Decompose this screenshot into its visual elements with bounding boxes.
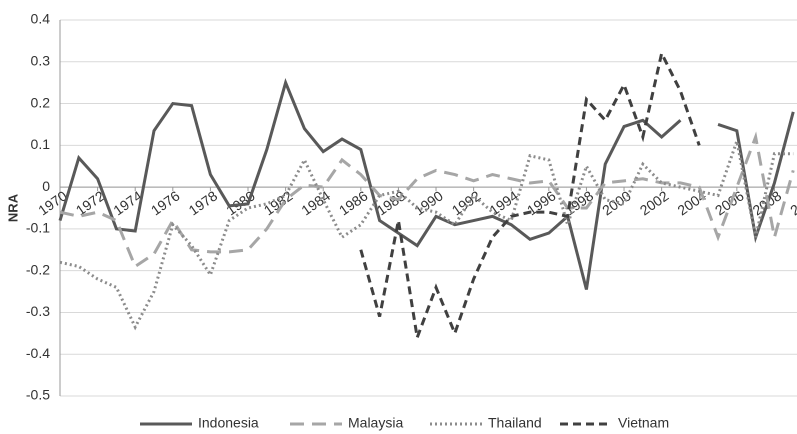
series-line	[59, 135, 794, 331]
x-tick-label: 2002	[637, 187, 672, 218]
series-line	[359, 48, 701, 344]
y-tick-label: 0.1	[31, 136, 51, 152]
legend-label: Thailand	[488, 415, 542, 431]
series-line	[58, 78, 795, 290]
y-tick-label: 0.2	[31, 94, 51, 110]
legend-label: Vietnam	[618, 415, 669, 431]
x-tick-label: 2010	[787, 187, 797, 218]
y-tick-label: -0.1	[26, 220, 50, 236]
y-tick-label: 0	[42, 178, 50, 194]
y-tick-label: 0.3	[31, 52, 51, 68]
legend-label: Indonesia	[198, 415, 259, 431]
x-tick-label: 1976	[148, 187, 183, 218]
y-tick-label: -0.5	[26, 387, 50, 403]
y-tick-label: 0.4	[31, 11, 51, 27]
y-tick-label: -0.3	[26, 303, 50, 319]
x-tick-label: 1978	[186, 187, 221, 218]
y-tick-label: -0.4	[26, 345, 50, 361]
x-tick-label: 1986	[336, 187, 371, 218]
y-tick-label: -0.2	[26, 261, 50, 277]
x-tick-label: 1992	[449, 187, 484, 218]
x-tick-label: 1984	[298, 187, 333, 218]
x-tick-label: 2000	[599, 187, 634, 218]
legend-label: Malaysia	[348, 415, 403, 431]
y-axis-label: NRA	[5, 193, 20, 222]
